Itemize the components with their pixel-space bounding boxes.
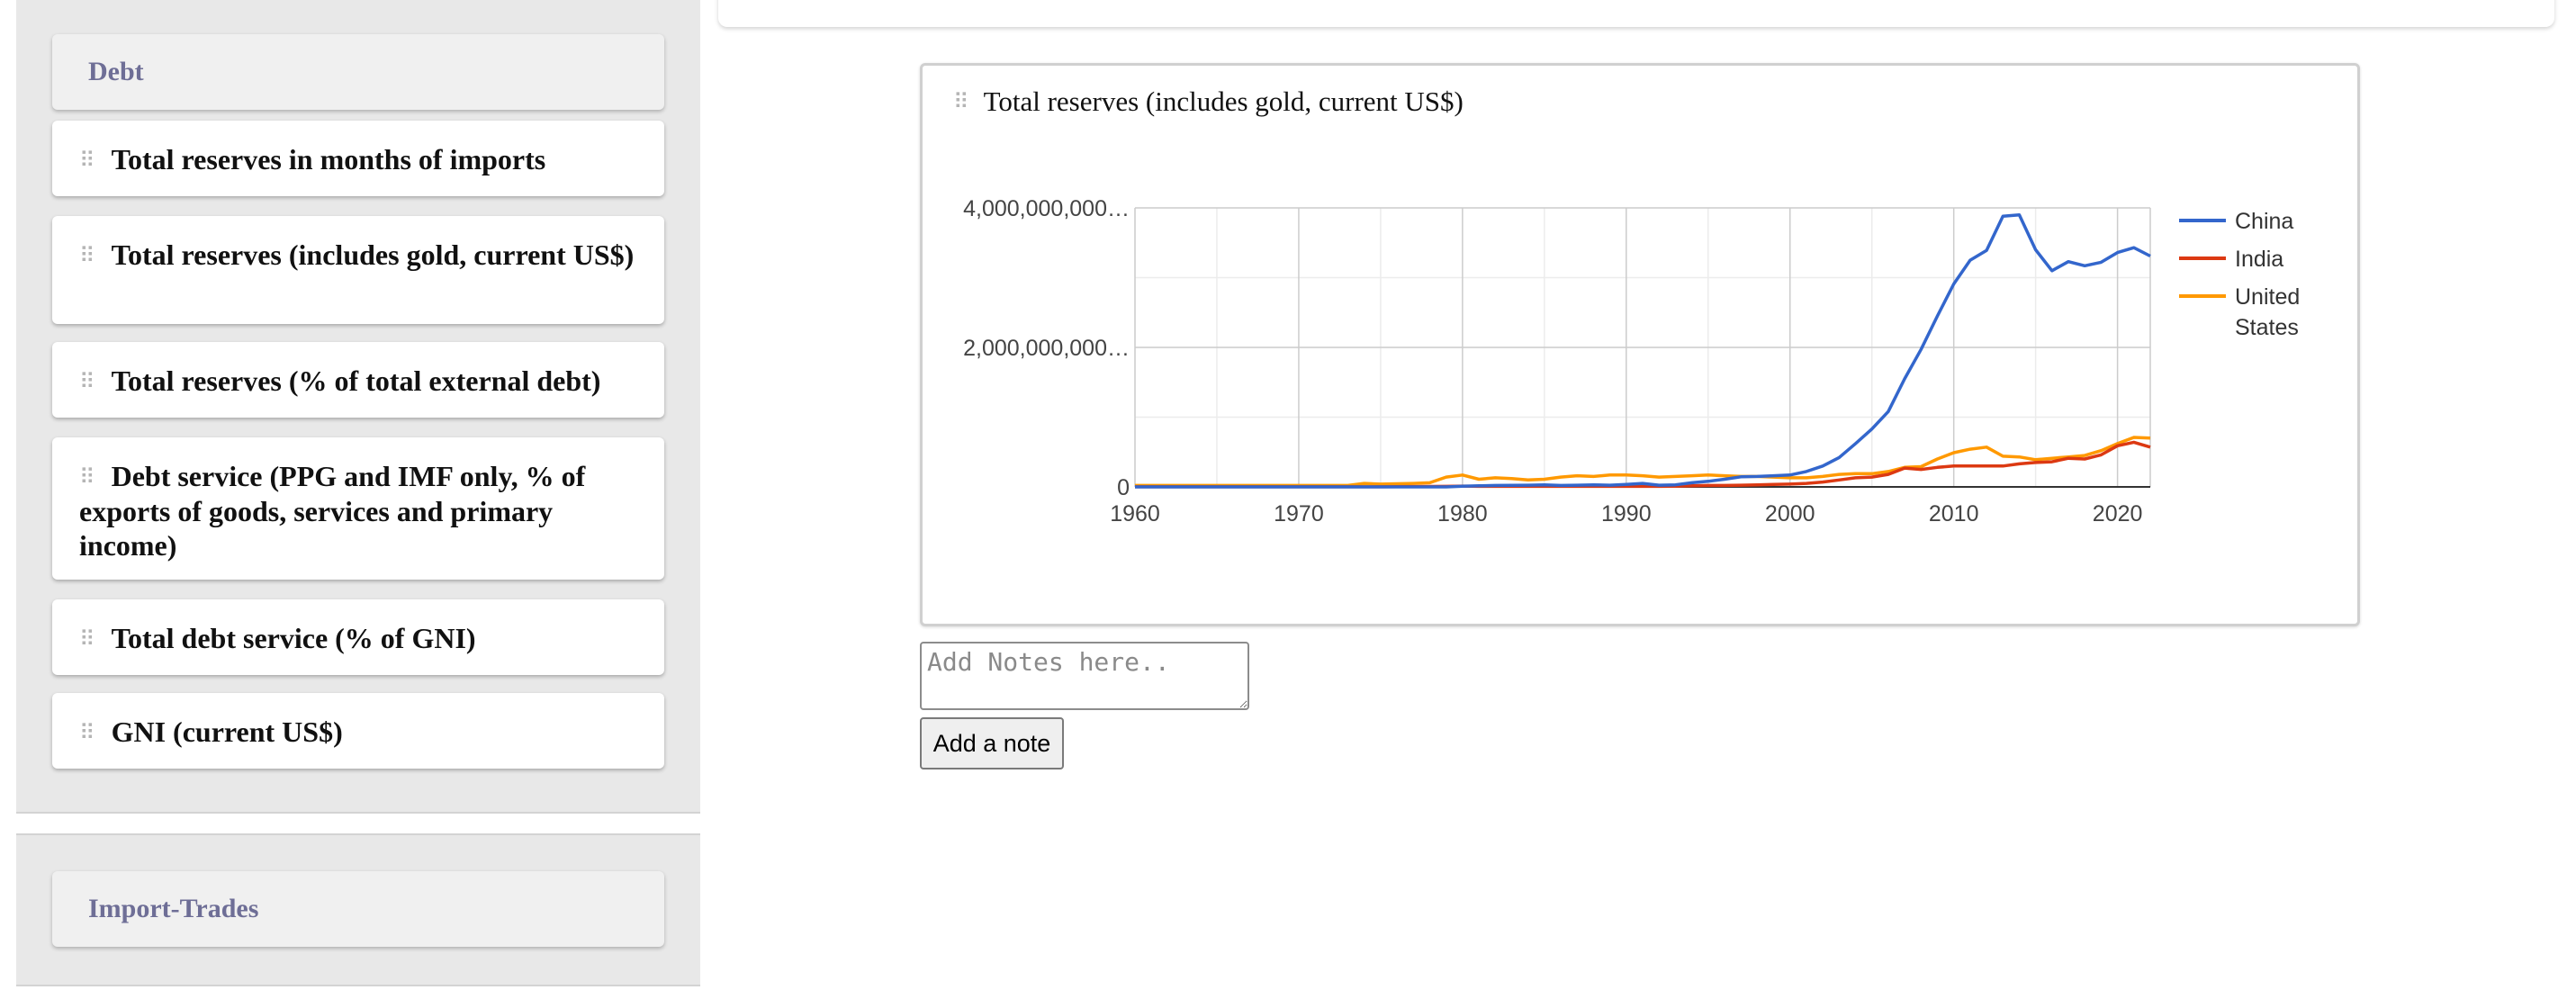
indicator-card-reserves-months-imports[interactable]: ⠿ Total reserves in months of imports: [52, 121, 664, 196]
debt-section-header[interactable]: Debt: [52, 34, 664, 110]
chart-title: ⠿ Total reserves (includes gold, current …: [953, 86, 1464, 118]
indicator-label: GNI (current US$): [111, 716, 343, 748]
line-chart: 1960 1970 1980 1990 2000 2010 2020 0 2,000,000,0…: [963, 196, 2300, 526]
indicator-card-debt-service-ppg-imf[interactable]: ⠿ Debt service (PPG and IMF only, % of ex…: [52, 437, 664, 580]
indicator-card-gni-current-usd[interactable]: ⠿ GNI (current US$): [52, 693, 664, 769]
y-tick-label: 2,000,000,000…: [963, 336, 1130, 361]
add-note-button[interactable]: Add a note: [920, 717, 1064, 770]
y-tick-label: 0: [1117, 475, 1130, 500]
series-line-china: [1135, 213, 2151, 489]
debt-panel: Debt ⠿ Total reserves in months of import…: [16, 0, 700, 814]
y-tick-label: 4,000,000,000…: [963, 196, 1130, 221]
drag-handle-icon[interactable]: ⠿: [79, 626, 95, 652]
indicator-label: Total reserves (% of total external debt…: [111, 364, 601, 397]
drag-handle-icon[interactable]: ⠿: [79, 720, 95, 745]
chart-card: 1960 1970 1980 1990 2000 2010 2020 0 2,000,000,0…: [920, 63, 2360, 626]
legend-label: United States: [2235, 284, 2300, 340]
drag-handle-icon[interactable]: ⠿: [79, 243, 95, 268]
series-line-united-states: [1135, 436, 2151, 488]
x-tick-label: 1980: [1437, 501, 1488, 526]
drag-handle-icon[interactable]: ⠿: [79, 464, 95, 490]
indicator-card-total-reserves[interactable]: ⠿ Total reserves (includes gold, current …: [52, 216, 664, 324]
series-line-india: [1135, 440, 2151, 489]
indicator-label: Total reserves in months of imports: [111, 143, 546, 176]
drag-handle-icon[interactable]: ⠿: [79, 369, 95, 394]
drag-handle-icon[interactable]: ⠿: [79, 148, 95, 173]
chart-title-text: Total reserves (includes gold, current U…: [983, 86, 1464, 117]
x-tick-label: 2010: [1929, 501, 1979, 526]
x-tick-label: 2020: [2093, 501, 2143, 526]
legend-label: China: [2235, 209, 2293, 234]
import-trades-section-header[interactable]: Import-Trades: [52, 871, 664, 947]
x-tick-label: 1970: [1274, 501, 1324, 526]
indicator-card-reserves-pct-external-debt[interactable]: ⠿ Total reserves (% of total external deb…: [52, 342, 664, 418]
x-tick-label: 1990: [1601, 501, 1652, 526]
x-tick-label: 1960: [1110, 501, 1160, 526]
top-content-card: [718, 0, 2554, 27]
indicator-card-total-debt-service-gni[interactable]: ⠿ Total debt service (% of GNI): [52, 599, 664, 675]
drag-handle-icon[interactable]: ⠿: [953, 89, 969, 114]
indicator-label: Total debt service (% of GNI): [111, 622, 476, 654]
legend-label: India: [2235, 247, 2283, 272]
notes-textarea[interactable]: [920, 642, 1249, 710]
indicator-label: Total reserves (includes gold, current U…: [111, 238, 635, 271]
import-trades-panel: Import-Trades: [16, 833, 700, 986]
x-tick-label: 2000: [1765, 501, 1815, 526]
indicator-label: Debt service (PPG and IMF only, % of exp…: [79, 460, 586, 562]
